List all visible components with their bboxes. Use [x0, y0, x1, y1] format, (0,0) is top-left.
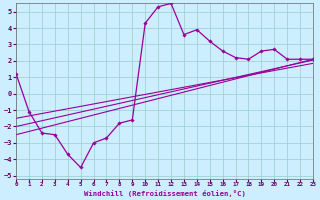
- X-axis label: Windchill (Refroidissement éolien,°C): Windchill (Refroidissement éolien,°C): [84, 190, 245, 197]
